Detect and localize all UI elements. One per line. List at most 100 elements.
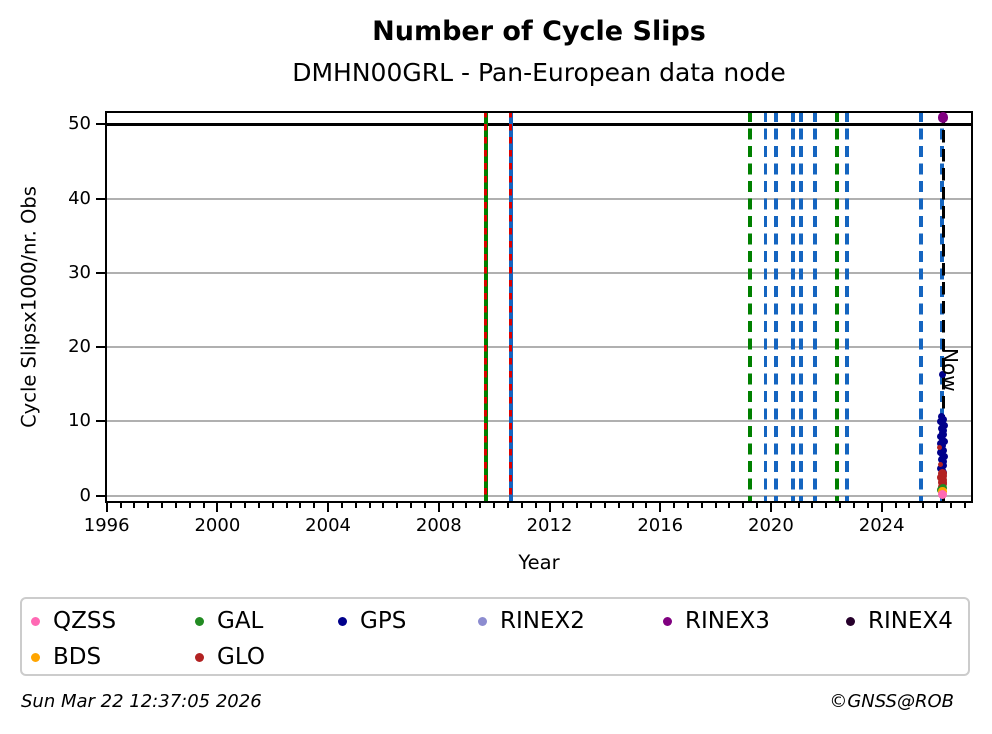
y-tick	[96, 494, 105, 497]
x-tick-minor	[161, 503, 164, 508]
legend-dot-rinex3	[663, 616, 672, 626]
x-tick-minor	[133, 503, 136, 508]
legend-dot-glo	[195, 652, 204, 662]
x-tick-minor	[119, 503, 122, 508]
x-tick-minor	[244, 503, 247, 508]
event-line-overlay	[509, 111, 513, 503]
legend-dot-gps	[338, 616, 347, 626]
x-tick-major	[880, 503, 883, 512]
x-tick-major	[216, 503, 219, 512]
legend-label: GLO	[217, 644, 265, 670]
legend-dot-rinex2	[478, 616, 487, 626]
event-line	[799, 111, 803, 503]
x-tick-minor	[313, 503, 316, 508]
legend-dot-bds	[31, 652, 40, 662]
x-tick-major	[327, 503, 330, 512]
x-tick-minor	[852, 503, 855, 508]
x-tick-minor	[797, 503, 800, 508]
event-line	[763, 111, 768, 503]
x-tick-minor	[188, 503, 191, 508]
x-tick-minor	[908, 503, 911, 508]
x-tick-minor	[479, 503, 482, 508]
event-line	[845, 111, 849, 503]
x-tick-minor	[700, 503, 703, 508]
x-tick-minor	[340, 503, 343, 508]
data-point-gps	[941, 453, 949, 461]
event-line	[919, 111, 923, 503]
x-tick-minor	[714, 503, 717, 508]
gridline	[105, 197, 973, 200]
x-tick-minor	[590, 503, 593, 508]
legend-label: GPS	[360, 608, 407, 634]
legend-label: QZSS	[53, 608, 117, 634]
x-tick-minor	[285, 503, 288, 508]
legend-label: GAL	[217, 608, 264, 634]
x-tick-minor	[382, 503, 385, 508]
y-tick	[96, 420, 105, 423]
event-line	[483, 111, 488, 503]
data-point-rinex3	[937, 112, 949, 123]
x-tick-label: 2008	[415, 515, 462, 536]
event-line-overlay	[484, 111, 488, 503]
x-tick-minor	[271, 503, 274, 508]
y-tick-label: 40	[68, 187, 91, 209]
x-tick-minor	[617, 503, 620, 508]
event-line	[748, 111, 752, 503]
x-tick-major	[437, 503, 440, 512]
y-tick-label: 10	[68, 410, 91, 432]
x-tick-minor	[299, 503, 302, 508]
legend-dot-rinex4	[846, 616, 855, 626]
x-tick-minor	[257, 503, 260, 508]
x-tick-label: 2000	[194, 515, 241, 536]
x-tick-minor	[354, 503, 357, 508]
plot-frame	[105, 111, 973, 503]
now-line	[941, 111, 946, 503]
event-line	[791, 111, 795, 503]
legend-item-glo: GLO	[195, 642, 265, 672]
data-point-gps	[940, 431, 948, 439]
page-subtitle: DMHN00GRL - Pan-European data node	[292, 58, 786, 87]
x-tick-minor	[451, 503, 454, 508]
data-point-glo	[937, 461, 943, 467]
gridline	[105, 494, 973, 497]
x-tick-minor	[603, 503, 606, 508]
x-tick-minor	[576, 503, 579, 508]
x-tick-minor	[922, 503, 925, 508]
data-point-gps	[940, 462, 948, 470]
x-tick-minor	[839, 503, 842, 508]
x-tick-minor	[756, 503, 759, 508]
legend-dot-gal	[195, 616, 204, 626]
legend-label: RINEX2	[500, 608, 585, 634]
y-tick-label: 0	[79, 484, 91, 506]
x-tick-label: 2004	[305, 515, 351, 536]
data-point-glo	[937, 444, 943, 450]
x-tick-label: 2024	[858, 515, 905, 536]
max-cap-line	[105, 122, 973, 126]
y-tick	[96, 346, 105, 349]
gridline	[105, 271, 973, 274]
plot-area: Now 0 10 20 30 40 50 1996 2000 2004 2008 2012 2016 2…	[68, 111, 973, 536]
x-tick-minor	[894, 503, 897, 508]
y-tick	[96, 271, 105, 274]
x-tick-minor	[493, 503, 496, 508]
event-line	[508, 111, 513, 503]
event-line	[813, 111, 817, 503]
legend-label: BDS	[53, 644, 102, 670]
y-tick-label: 50	[68, 113, 91, 135]
legend-dot-qzss	[31, 616, 40, 626]
x-tick-minor	[507, 503, 509, 508]
page-title: Number of Cycle Slips	[372, 16, 706, 47]
x-tick-minor	[410, 503, 413, 508]
legend-item-gal: GAL	[195, 606, 263, 636]
x-tick-minor	[534, 503, 537, 508]
x-tick-minor	[811, 503, 814, 508]
data-point-gps	[940, 437, 948, 445]
x-tick-minor	[645, 503, 648, 508]
legend-item-gps: GPS	[338, 606, 406, 636]
x-tick-major	[548, 503, 551, 512]
x-tick-minor	[368, 503, 371, 508]
x-tick-minor	[230, 503, 233, 508]
x-tick-label: 2016	[637, 515, 684, 536]
x-tick-minor	[520, 503, 523, 508]
